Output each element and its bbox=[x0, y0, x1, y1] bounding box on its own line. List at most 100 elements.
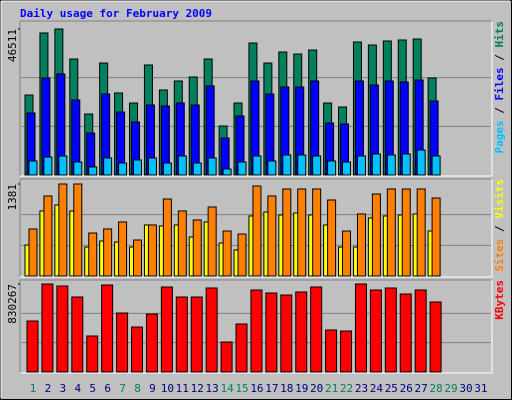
bar bbox=[43, 195, 53, 277]
x-tick-label: 14 bbox=[220, 382, 234, 395]
x-tick-label: 23 bbox=[355, 382, 368, 395]
bar bbox=[103, 228, 113, 277]
x-tick-label: 8 bbox=[134, 382, 141, 395]
bar bbox=[177, 155, 187, 176]
bar bbox=[282, 154, 292, 176]
bar bbox=[399, 293, 412, 373]
bar bbox=[73, 161, 83, 176]
bar bbox=[28, 228, 38, 277]
bar bbox=[118, 221, 128, 277]
legend: KBytes bbox=[493, 280, 506, 320]
bar bbox=[267, 195, 277, 277]
bar bbox=[369, 289, 382, 373]
y-tick-label: 46511 bbox=[6, 29, 19, 62]
x-tick-label: 3 bbox=[60, 382, 67, 395]
bar bbox=[207, 206, 217, 277]
bar bbox=[327, 160, 337, 176]
x-tick-label: 10 bbox=[161, 382, 174, 395]
bar bbox=[252, 155, 262, 176]
x-tick-label: 2 bbox=[45, 382, 52, 395]
bar bbox=[86, 335, 99, 373]
bar bbox=[116, 312, 129, 373]
x-tick-label: 27 bbox=[415, 382, 428, 395]
bar bbox=[371, 193, 381, 277]
x-tick-label: 22 bbox=[340, 382, 353, 395]
x-tick-label: 4 bbox=[74, 382, 81, 395]
chart-title: Daily usage for February 2009 bbox=[20, 7, 212, 20]
bar bbox=[147, 157, 157, 176]
bar bbox=[371, 153, 381, 176]
x-tick-label: 1 bbox=[30, 382, 37, 395]
bar bbox=[103, 157, 113, 176]
x-tick-label: 31 bbox=[474, 382, 487, 395]
bar bbox=[175, 296, 188, 373]
x-tick-label: 30 bbox=[459, 382, 472, 395]
bar bbox=[267, 160, 277, 176]
bar bbox=[58, 183, 68, 277]
bar bbox=[73, 183, 83, 277]
bar bbox=[416, 188, 426, 277]
legend-separator: / bbox=[493, 48, 506, 68]
bar bbox=[297, 188, 307, 277]
bar bbox=[384, 287, 397, 373]
x-tick-label: 19 bbox=[295, 382, 308, 395]
bar bbox=[177, 210, 187, 277]
bar bbox=[26, 320, 39, 373]
bar bbox=[252, 185, 262, 277]
bar bbox=[401, 188, 411, 277]
bar bbox=[356, 213, 366, 277]
bar bbox=[118, 162, 128, 176]
bar bbox=[312, 155, 322, 176]
bar bbox=[222, 230, 232, 277]
bar bbox=[56, 285, 69, 373]
legend-entry: Pages bbox=[493, 120, 506, 153]
bar bbox=[310, 286, 323, 373]
x-tick-label: 20 bbox=[310, 382, 323, 395]
bar bbox=[237, 233, 247, 277]
x-tick-label: 16 bbox=[250, 382, 263, 395]
bar bbox=[58, 155, 68, 176]
bar bbox=[145, 313, 158, 373]
x-tick-label: 12 bbox=[191, 382, 204, 395]
x-tick-label: 25 bbox=[385, 382, 398, 395]
bar bbox=[133, 159, 143, 176]
bar bbox=[162, 162, 172, 176]
bar bbox=[235, 323, 248, 373]
bar bbox=[282, 188, 292, 277]
bar bbox=[220, 341, 233, 373]
y-tick-label: 830267 bbox=[6, 284, 19, 324]
bar bbox=[88, 232, 98, 277]
bar bbox=[101, 284, 114, 373]
bar bbox=[131, 326, 144, 373]
bar bbox=[192, 162, 202, 176]
y-tick-label: 1381 bbox=[6, 184, 19, 211]
bar bbox=[356, 155, 366, 176]
x-tick-label: 17 bbox=[265, 382, 278, 395]
bar bbox=[133, 239, 143, 277]
x-tick-label: 29 bbox=[444, 382, 457, 395]
bar bbox=[295, 291, 308, 373]
legend-entry: Visits bbox=[493, 179, 506, 219]
bar bbox=[414, 289, 427, 373]
x-tick-label: 13 bbox=[206, 382, 219, 395]
x-tick-label: 26 bbox=[400, 382, 413, 395]
bar bbox=[342, 230, 352, 277]
bar bbox=[401, 153, 411, 176]
legend: Sites / Visits bbox=[493, 179, 506, 272]
bar bbox=[88, 166, 98, 176]
bar bbox=[386, 188, 396, 277]
bar bbox=[265, 292, 278, 373]
bar bbox=[429, 301, 442, 373]
x-tick-label: 6 bbox=[104, 382, 111, 395]
bar bbox=[342, 161, 352, 176]
legend: Pages / Files / Hits bbox=[493, 21, 506, 154]
bar bbox=[207, 157, 217, 176]
legend-separator: / bbox=[493, 219, 506, 239]
legend-entry: KBytes bbox=[493, 280, 506, 320]
x-tick-label: 5 bbox=[89, 382, 96, 395]
bar bbox=[160, 286, 173, 373]
x-tick-label: 21 bbox=[325, 382, 338, 395]
legend-separator: / bbox=[493, 101, 506, 121]
x-tick-label: 18 bbox=[280, 382, 293, 395]
